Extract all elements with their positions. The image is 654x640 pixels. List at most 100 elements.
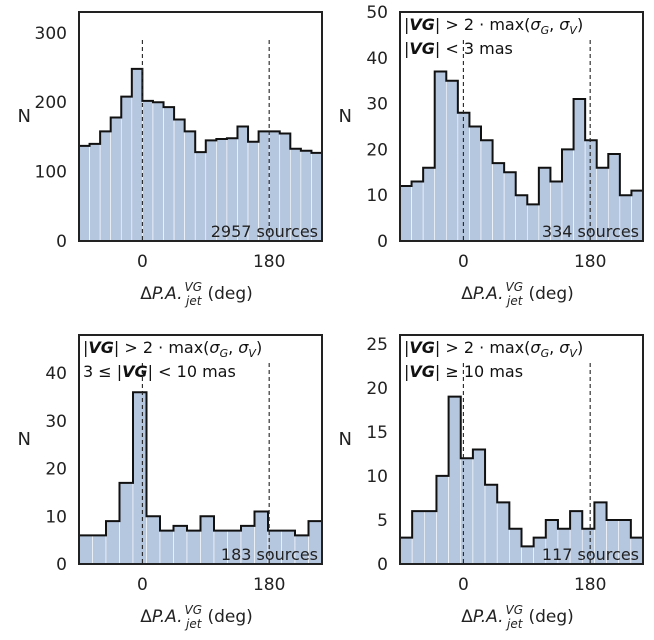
y-tick-label: 40 bbox=[366, 49, 388, 69]
x-tick-label: 0 bbox=[458, 252, 469, 272]
x-tick-label: 180 bbox=[574, 252, 606, 272]
histogram-bar bbox=[89, 143, 101, 242]
source-count-label: 2957 sources bbox=[211, 222, 318, 241]
y-tick-label: 20 bbox=[366, 379, 388, 399]
y-tick-label: 10 bbox=[366, 467, 388, 487]
histogram-bar bbox=[92, 535, 107, 565]
x-tick-label: 180 bbox=[253, 575, 285, 595]
axes-frame bbox=[78, 334, 323, 565]
y-tick-label: 15 bbox=[366, 423, 388, 443]
histogram-bar bbox=[186, 530, 201, 565]
histogram-bar bbox=[142, 100, 154, 242]
selection-annotation: |VG| < 3 mas bbox=[404, 39, 513, 58]
y-tick-label: 20 bbox=[366, 140, 388, 160]
histogram-outline bbox=[78, 391, 322, 564]
source-count-label: 334 sources bbox=[542, 222, 639, 241]
y-tick-label: 50 bbox=[366, 3, 388, 23]
selection-annotation: |VG| > 2 · max(σG​, σV​) bbox=[404, 15, 583, 37]
y-tick-label: 10 bbox=[45, 507, 67, 527]
panel-3: 0 10 20 30 40 0 180 N ΔP.A. VG jet (deg) 183 sources… bbox=[18, 334, 323, 631]
histogram-bar bbox=[509, 528, 522, 565]
histogram-bar bbox=[152, 101, 164, 242]
histogram-bar bbox=[411, 181, 424, 242]
histogram-bar bbox=[399, 537, 413, 565]
axes-frame bbox=[78, 11, 323, 242]
histogram-bar bbox=[411, 510, 425, 565]
axes-frame bbox=[399, 11, 644, 242]
histogram-bar bbox=[469, 126, 482, 242]
histogram-bar bbox=[399, 185, 412, 242]
axes-frame bbox=[399, 334, 644, 565]
x-axis-label: ΔP.A. VG jet (deg) bbox=[140, 603, 253, 631]
x-axis-label: ΔP.A. VG jet (deg) bbox=[461, 603, 574, 631]
histogram-bar bbox=[460, 458, 474, 565]
y-tick-label: 25 bbox=[366, 335, 388, 355]
y-tick-label: 0 bbox=[377, 232, 388, 252]
histogram-bar bbox=[99, 131, 111, 242]
y-tick-label: 10 bbox=[366, 186, 388, 206]
histogram-bar bbox=[194, 151, 207, 242]
histogram-bar bbox=[159, 530, 174, 565]
x-axis-label: ΔP.A. VG jet (deg) bbox=[461, 280, 574, 308]
histogram-bar bbox=[78, 145, 90, 242]
histogram-bar bbox=[119, 482, 134, 565]
histogram-bar bbox=[492, 162, 505, 242]
y-axis-label: N bbox=[339, 429, 352, 450]
x-tick-label: 180 bbox=[574, 575, 606, 595]
source-count-label: 117 sources bbox=[542, 545, 639, 564]
histogram-bar bbox=[120, 96, 133, 242]
panel-2: 0 10 20 30 40 50 0 180 N ΔP.A. VG jet (deg) 334 sourc… bbox=[339, 3, 644, 308]
x-tick-label: 0 bbox=[458, 575, 469, 595]
y-axis-label: N bbox=[18, 429, 31, 450]
histogram-bar bbox=[526, 204, 540, 242]
selection-annotation: |VG| > 2 · max(σG​, σV​) bbox=[404, 338, 583, 360]
y-tick-label: 0 bbox=[56, 555, 67, 575]
selection-annotation: 3 ≤ |VG| < 10 mas bbox=[83, 362, 236, 381]
y-tick-label: 0 bbox=[56, 232, 67, 252]
histogram-bar bbox=[184, 131, 196, 242]
y-tick-label: 300 bbox=[35, 24, 67, 44]
y-tick-label: 20 bbox=[45, 460, 67, 480]
histogram-bar bbox=[163, 106, 175, 242]
histogram-bar bbox=[173, 119, 185, 242]
histogram-bar bbox=[173, 525, 188, 565]
histogram-bar bbox=[445, 80, 459, 242]
histogram-bar bbox=[422, 167, 436, 242]
histogram-bar bbox=[78, 535, 93, 565]
x-tick-label: 180 bbox=[253, 252, 285, 272]
y-tick-label: 40 bbox=[45, 364, 67, 384]
histogram-outline bbox=[78, 67, 322, 241]
histogram-bar bbox=[515, 194, 528, 242]
panel-4: 0 5 10 15 20 25 0 180 N ΔP.A. VG jet (deg) 117 source… bbox=[339, 334, 644, 631]
y-tick-label: 100 bbox=[35, 163, 67, 183]
x-tick-label: 0 bbox=[137, 575, 148, 595]
histogram-bar bbox=[436, 475, 449, 565]
histogram-outline bbox=[399, 70, 643, 241]
histogram-bar bbox=[200, 515, 215, 565]
selection-annotation: |VG| ≥ 10 mas bbox=[404, 362, 523, 381]
x-axis-label: ΔP.A. VG jet (deg) bbox=[140, 280, 253, 308]
y-axis-label: N bbox=[339, 106, 352, 127]
histogram-bar bbox=[496, 502, 510, 565]
source-count-label: 183 sources bbox=[221, 545, 318, 564]
histogram-bar bbox=[573, 98, 586, 242]
histogram-outline bbox=[399, 395, 643, 564]
histogram-bar bbox=[480, 139, 493, 242]
histogram-bar bbox=[503, 172, 517, 242]
histogram-bar bbox=[110, 117, 122, 242]
histogram-bar bbox=[146, 515, 161, 565]
histogram-bar bbox=[105, 520, 120, 565]
selection-annotation: |VG| > 2 · max(σG​, σV​) bbox=[83, 338, 262, 360]
y-tick-label: 0 bbox=[377, 555, 388, 575]
histogram-bar bbox=[521, 546, 534, 565]
histogram-bar bbox=[448, 396, 462, 565]
y-tick-label: 30 bbox=[366, 95, 388, 115]
histogram-bar bbox=[472, 449, 486, 565]
histogram-bar bbox=[434, 71, 447, 242]
panel-1: 0 100 200 300 0 180 N ΔP.A. VG jet (deg) 2957 sourc… bbox=[18, 11, 323, 308]
y-tick-label: 30 bbox=[45, 412, 67, 432]
y-tick-label: 5 bbox=[377, 511, 388, 531]
y-tick-label: 200 bbox=[35, 93, 67, 113]
histogram-bar bbox=[132, 391, 147, 565]
